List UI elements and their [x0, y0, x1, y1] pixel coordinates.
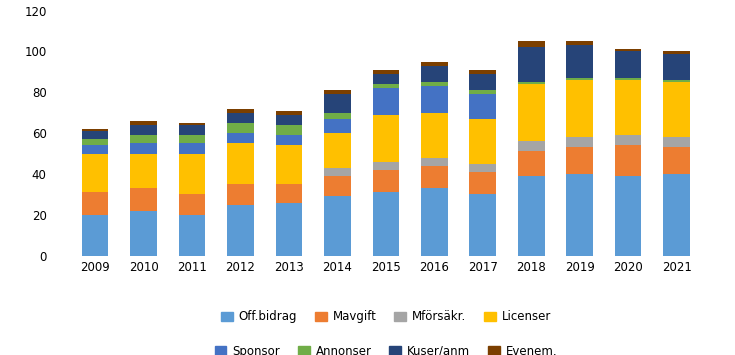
Bar	[276, 111, 302, 115]
Bar	[324, 119, 351, 133]
Bar	[276, 184, 302, 202]
Bar	[421, 82, 448, 86]
Bar	[276, 146, 302, 184]
Bar	[518, 84, 545, 141]
Bar	[663, 80, 690, 82]
Bar	[373, 84, 399, 88]
Bar	[567, 137, 593, 147]
Bar	[567, 80, 593, 137]
Bar	[373, 70, 399, 74]
Bar	[276, 202, 302, 256]
Bar	[179, 135, 205, 143]
Bar	[179, 125, 205, 135]
Bar	[663, 137, 690, 147]
Bar	[130, 188, 157, 211]
Bar	[518, 141, 545, 152]
Bar	[373, 170, 399, 192]
Bar	[663, 82, 690, 137]
Bar	[470, 164, 496, 172]
Bar	[130, 143, 157, 153]
Bar	[179, 143, 205, 153]
Bar	[324, 196, 351, 256]
Bar	[470, 74, 496, 90]
Bar	[130, 153, 157, 188]
Bar	[82, 131, 109, 139]
Bar	[82, 215, 109, 256]
Bar	[373, 74, 399, 84]
Bar	[614, 51, 642, 78]
Bar	[82, 139, 109, 146]
Bar	[276, 125, 302, 135]
Bar	[421, 86, 448, 113]
Bar	[518, 152, 545, 176]
Bar	[421, 166, 448, 188]
Bar	[614, 78, 642, 80]
Bar	[421, 158, 448, 166]
Bar	[324, 168, 351, 176]
Bar	[421, 62, 448, 66]
Bar	[179, 123, 205, 125]
Bar	[470, 172, 496, 195]
Bar	[518, 82, 545, 84]
Bar	[227, 133, 254, 143]
Bar	[470, 119, 496, 164]
Bar	[663, 147, 690, 174]
Bar	[82, 153, 109, 192]
Bar	[324, 113, 351, 119]
Bar	[567, 45, 593, 78]
Bar	[470, 90, 496, 94]
Bar	[614, 146, 642, 176]
Bar	[324, 133, 351, 168]
Bar	[276, 135, 302, 146]
Bar	[421, 113, 448, 158]
Bar	[227, 184, 254, 204]
Bar	[614, 80, 642, 135]
Bar	[130, 125, 157, 135]
Bar	[179, 215, 205, 256]
Bar	[276, 115, 302, 125]
Bar	[663, 51, 690, 54]
Bar	[130, 121, 157, 125]
Bar	[179, 195, 205, 215]
Bar	[614, 135, 642, 146]
Bar	[518, 47, 545, 82]
Bar	[518, 176, 545, 256]
Bar	[663, 174, 690, 256]
Bar	[179, 153, 205, 195]
Bar	[470, 94, 496, 119]
Bar	[324, 90, 351, 94]
Bar	[324, 176, 351, 196]
Bar	[663, 54, 690, 80]
Bar	[567, 41, 593, 45]
Bar	[614, 176, 642, 256]
Bar	[373, 192, 399, 256]
Bar	[82, 129, 109, 131]
Legend: Sponsor, Annonser, Kuser/anm, Evenem.: Sponsor, Annonser, Kuser/anm, Evenem.	[210, 340, 562, 355]
Bar	[130, 135, 157, 143]
Bar	[227, 113, 254, 123]
Bar	[567, 174, 593, 256]
Bar	[227, 123, 254, 133]
Bar	[421, 188, 448, 256]
Bar	[227, 143, 254, 184]
Bar	[567, 78, 593, 80]
Bar	[470, 70, 496, 74]
Bar	[470, 195, 496, 256]
Bar	[82, 192, 109, 215]
Bar	[130, 211, 157, 256]
Bar	[518, 41, 545, 48]
Bar	[373, 162, 399, 170]
Bar	[421, 66, 448, 82]
Bar	[567, 147, 593, 174]
Bar	[614, 49, 642, 51]
Bar	[373, 115, 399, 162]
Bar	[227, 204, 254, 256]
Bar	[82, 146, 109, 153]
Bar	[227, 109, 254, 113]
Bar	[373, 88, 399, 115]
Bar	[324, 94, 351, 113]
